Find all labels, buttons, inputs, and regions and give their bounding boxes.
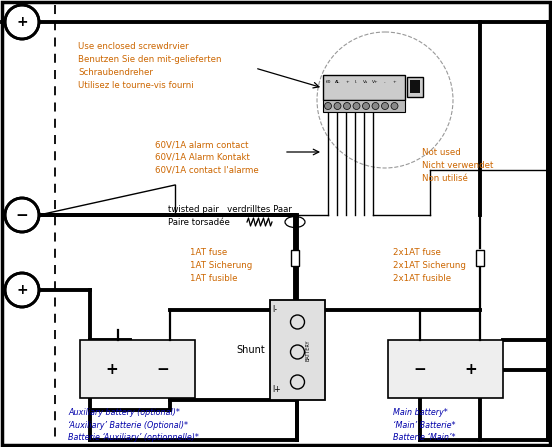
Text: Auxiliary battery (optional)*
‘Auxiliary’ Batterie (Optional)*
Batterie ‘Auxilia: Auxiliary battery (optional)* ‘Auxiliary… — [68, 408, 199, 442]
Circle shape — [391, 102, 398, 110]
Bar — [476, 250, 484, 266]
Text: Main battery*
‘Main’ Batterie*
Batterie ‘Main’*: Main battery* ‘Main’ Batterie* Batterie … — [393, 408, 455, 442]
Text: twisted pair   verdrilltes Paar
Paire torsadée: twisted pair verdrilltes Paar Paire tors… — [168, 205, 292, 227]
Text: -: - — [384, 80, 386, 84]
Text: I-: I- — [272, 305, 277, 315]
Text: Shunt: Shunt — [236, 345, 265, 355]
Text: Vs: Vs — [363, 80, 369, 84]
Circle shape — [5, 273, 39, 307]
Text: −: − — [15, 207, 28, 223]
Text: 60V/1A alarm contact
60V/1A Alarm Kontakt
60V/1A contact l'alarme: 60V/1A alarm contact 60V/1A Alarm Kontak… — [155, 140, 259, 175]
Text: 1AT fuse
1AT Sicherung
1AT fusible: 1AT fuse 1AT Sicherung 1AT fusible — [190, 248, 252, 283]
Text: −: − — [414, 362, 427, 376]
Bar — [407, 77, 423, 97]
Text: BATTERY: BATTERY — [306, 339, 311, 361]
Text: 2x1AT fuse
2x1AT Sicherung
2x1AT fusible: 2x1AT fuse 2x1AT Sicherung 2x1AT fusible — [393, 248, 466, 283]
Text: 60: 60 — [325, 80, 331, 84]
Text: +: + — [345, 80, 349, 84]
Bar — [323, 100, 405, 112]
Circle shape — [381, 102, 389, 110]
Circle shape — [5, 198, 39, 232]
Bar — [323, 75, 405, 100]
Circle shape — [363, 102, 369, 110]
Circle shape — [334, 102, 341, 110]
Text: +: + — [464, 362, 477, 376]
Text: Not used
Nicht verwendet
Non utilisé: Not used Nicht verwendet Non utilisé — [422, 148, 493, 183]
Text: +: + — [106, 362, 119, 376]
Circle shape — [5, 5, 39, 39]
Text: +: + — [16, 283, 28, 297]
Text: Use enclosed screwdrvier
Benutzen Sie den mit-gelieferten
Schraubendreher
Utilis: Use enclosed screwdrvier Benutzen Sie de… — [78, 42, 221, 89]
Bar — [80, 340, 195, 398]
Bar — [410, 80, 420, 93]
Bar — [270, 300, 325, 400]
Text: +: + — [392, 80, 396, 84]
Text: AL: AL — [335, 80, 340, 84]
Text: I+: I+ — [272, 385, 280, 395]
Circle shape — [325, 102, 332, 110]
Text: I-: I- — [355, 80, 358, 84]
Text: −: − — [156, 362, 169, 376]
Circle shape — [372, 102, 379, 110]
Bar — [388, 340, 503, 398]
Circle shape — [343, 102, 351, 110]
Text: +: + — [16, 15, 28, 29]
Bar — [291, 250, 299, 266]
Circle shape — [353, 102, 360, 110]
Text: V+: V+ — [372, 80, 379, 84]
